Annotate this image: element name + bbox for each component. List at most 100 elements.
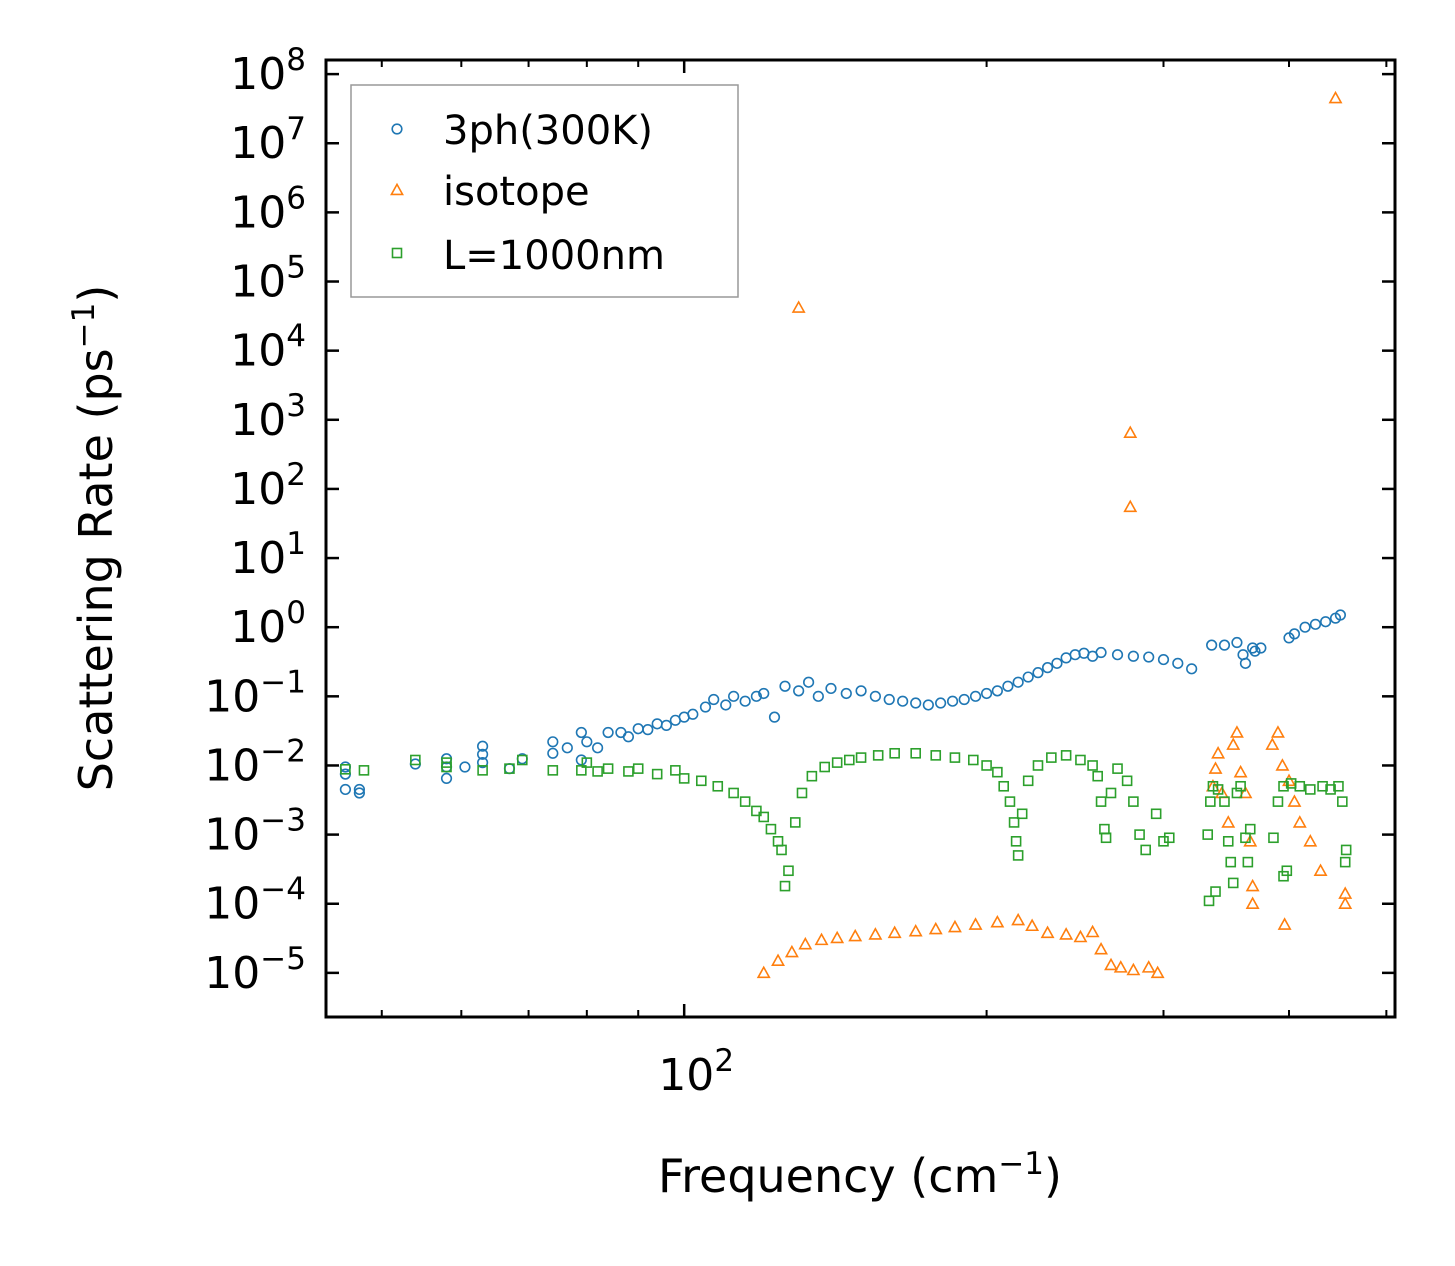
triangle-data-point bbox=[1292, 815, 1307, 828]
circle-data-point bbox=[1249, 645, 1261, 657]
circle-data-point bbox=[1218, 639, 1231, 651]
triangle-data-point bbox=[1085, 924, 1100, 938]
circle-data-point bbox=[1051, 657, 1063, 669]
triangle-data-point bbox=[1303, 834, 1318, 847]
circle-data-point bbox=[1032, 667, 1044, 679]
triangle-data-point bbox=[1277, 917, 1292, 930]
square-data-point bbox=[789, 817, 801, 828]
circle-data-point bbox=[1002, 680, 1014, 692]
circle-data-point bbox=[339, 783, 351, 796]
square-data-point bbox=[728, 787, 739, 799]
square-data-point bbox=[1340, 844, 1352, 856]
triangle-data-point bbox=[1126, 962, 1141, 976]
triangle-data-point bbox=[1282, 773, 1296, 787]
y-tick-label: 105 bbox=[230, 250, 306, 308]
triangle-data-point bbox=[798, 936, 813, 950]
circle-data-point bbox=[440, 772, 453, 785]
triangle-data-point bbox=[928, 921, 943, 935]
triangle-data-point bbox=[1229, 725, 1244, 738]
triangle-data-point bbox=[1238, 785, 1253, 799]
triangle-data-point bbox=[1104, 957, 1118, 971]
triangle-data-point bbox=[1226, 737, 1241, 750]
square-data-point bbox=[1140, 844, 1151, 856]
square-data-point bbox=[576, 765, 587, 776]
circle-data-point bbox=[1069, 649, 1081, 661]
square-data-point bbox=[855, 752, 867, 763]
triangle-data-point bbox=[1328, 90, 1343, 104]
square-data-point bbox=[1010, 836, 1022, 847]
square-data-point bbox=[477, 765, 488, 776]
square-data-point bbox=[872, 750, 884, 761]
y-tick-label: 100 bbox=[230, 595, 306, 653]
square-data-point bbox=[776, 844, 787, 856]
circle-data-point bbox=[758, 687, 770, 700]
square-data-point bbox=[1128, 796, 1139, 807]
circle-data-point bbox=[958, 693, 970, 706]
square-data-point bbox=[806, 770, 818, 782]
square-data-point bbox=[602, 763, 614, 774]
triangle-data-point bbox=[1243, 834, 1258, 847]
y-axis-label: Scattering Rate (ps−1) bbox=[66, 285, 123, 792]
triangle-data-point bbox=[1275, 758, 1290, 771]
y-tick-label: 101 bbox=[230, 526, 306, 584]
circle-data-point bbox=[1206, 639, 1218, 651]
square-data-point bbox=[1219, 796, 1230, 807]
circle-data-point bbox=[1255, 642, 1267, 654]
square-data-point bbox=[772, 836, 784, 847]
square-data-point bbox=[1121, 775, 1133, 787]
circle-data-point bbox=[793, 685, 805, 697]
y-tick-label: 10−3 bbox=[204, 803, 306, 861]
square-data-point bbox=[1087, 760, 1098, 771]
circle-data-point bbox=[720, 699, 732, 711]
circle-data-point bbox=[855, 685, 867, 697]
square-data-point bbox=[695, 775, 707, 787]
square-data-point bbox=[1004, 796, 1016, 807]
circle-data-point bbox=[632, 723, 644, 735]
triangle-data-point bbox=[1233, 764, 1248, 778]
y-tick-label: 10−4 bbox=[204, 872, 306, 930]
square-data-point bbox=[758, 811, 770, 823]
circle-data-point bbox=[459, 761, 471, 773]
square-data-point bbox=[1231, 787, 1243, 799]
circle-data-point bbox=[575, 726, 587, 739]
square-data-point bbox=[1317, 780, 1328, 792]
circle-data-point bbox=[897, 695, 909, 707]
square-data-point bbox=[623, 766, 634, 777]
circle-data-point bbox=[1334, 609, 1346, 621]
triangle-data-point bbox=[830, 930, 845, 944]
circle-data-point bbox=[750, 690, 762, 702]
square-data-point bbox=[1112, 763, 1123, 774]
square-data-point bbox=[889, 747, 900, 759]
square-data-point bbox=[1202, 829, 1214, 840]
circle-data-point bbox=[561, 742, 573, 754]
circle-data-point bbox=[1299, 621, 1311, 633]
triangle-data-point bbox=[1040, 925, 1055, 939]
square-data-point bbox=[1046, 752, 1057, 763]
square-data-point bbox=[441, 761, 452, 773]
triangle-data-point bbox=[968, 917, 983, 930]
y-tick-label: 10−5 bbox=[204, 941, 306, 999]
legend-label-boundary: L=1000nm bbox=[443, 233, 665, 279]
circle-data-point bbox=[1288, 628, 1301, 640]
square-data-point bbox=[739, 796, 751, 807]
square-data-point bbox=[712, 780, 724, 792]
square-data-point bbox=[981, 760, 992, 771]
circle-data-point bbox=[910, 697, 922, 709]
square-data-point bbox=[1205, 796, 1216, 807]
circle-data-point bbox=[825, 682, 837, 695]
square-data-point bbox=[358, 765, 370, 776]
y-tick-label: 106 bbox=[230, 180, 306, 238]
legend-swatch-circle bbox=[391, 123, 403, 135]
triangle-data-point bbox=[887, 925, 902, 939]
circle-data-point bbox=[1095, 646, 1107, 659]
circle-data-point bbox=[869, 690, 881, 702]
y-tick-label: 107 bbox=[230, 111, 306, 169]
circle-data-point bbox=[739, 695, 751, 707]
circle-data-point bbox=[1186, 663, 1198, 675]
series-2 bbox=[340, 747, 1352, 907]
triangle-data-point bbox=[1141, 960, 1156, 973]
triangle-data-point bbox=[1113, 960, 1128, 973]
triangle-data-point bbox=[1208, 761, 1223, 774]
legend-label-3ph: 3ph(300K) bbox=[443, 108, 653, 154]
